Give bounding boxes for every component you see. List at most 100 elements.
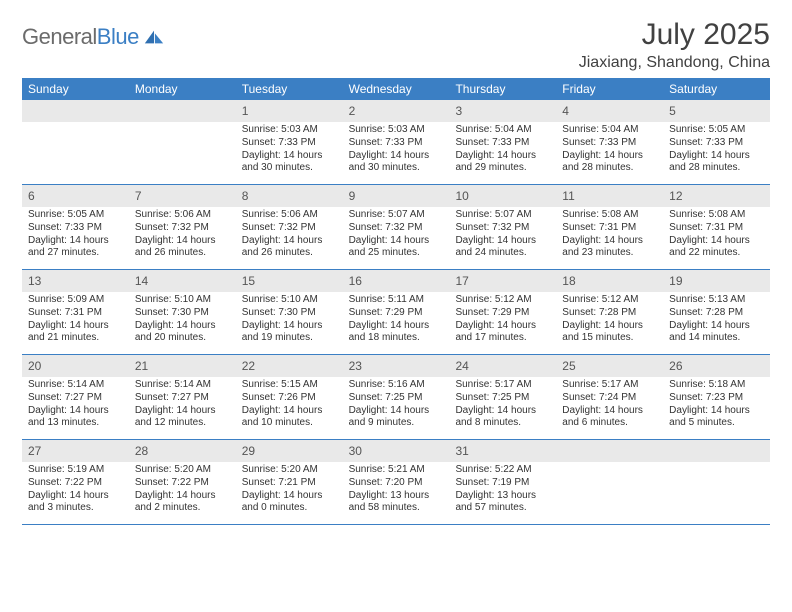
week-row: 27 Sunrise: 5:19 AMSunset: 7:22 PMDayligh… xyxy=(22,440,770,525)
day-details: Sunrise: 5:03 AMSunset: 7:33 PMDaylight:… xyxy=(236,122,343,179)
day-details: Sunrise: 5:05 AMSunset: 7:33 PMDaylight:… xyxy=(663,122,770,179)
day-number-row: 28 xyxy=(129,440,236,462)
day-number: 4 xyxy=(562,104,569,118)
day-number-row: 9 xyxy=(343,185,450,207)
sunset-line: Sunset: 7:31 PM xyxy=(669,222,764,235)
day-number-row: 5 xyxy=(663,100,770,122)
sunrise-line: Sunrise: 5:08 AM xyxy=(562,209,657,222)
sunrise-line: Sunrise: 5:04 AM xyxy=(562,124,657,137)
daylight-line: Daylight: 14 hours and 26 minutes. xyxy=(242,235,337,261)
day-number-row: 3 xyxy=(449,100,556,122)
day-number-row: 22 xyxy=(236,355,343,377)
sunrise-line: Sunrise: 5:12 AM xyxy=(455,294,550,307)
daylight-line: Daylight: 14 hours and 0 minutes. xyxy=(242,490,337,516)
weeks-container: 001Sunrise: 5:03 AMSunset: 7:33 PMDaylig… xyxy=(22,100,770,525)
daylight-line: Daylight: 14 hours and 23 minutes. xyxy=(562,235,657,261)
day-cell: 21Sunrise: 5:14 AMSunset: 7:27 PMDayligh… xyxy=(129,355,236,439)
day-number-row: 17 xyxy=(449,270,556,292)
day-cell: 31Sunrise: 5:22 AMSunset: 7:19 PMDayligh… xyxy=(449,440,556,524)
daylight-line: Daylight: 14 hours and 10 minutes. xyxy=(242,405,337,431)
sunset-line: Sunset: 7:33 PM xyxy=(562,137,657,150)
day-number: 28 xyxy=(135,444,148,458)
page-header: GeneralBlue July 2025 Jiaxiang, Shandong… xyxy=(22,18,770,72)
daylight-line: Daylight: 14 hours and 28 minutes. xyxy=(562,150,657,176)
day-cell: 26Sunrise: 5:18 AMSunset: 7:23 PMDayligh… xyxy=(663,355,770,439)
day-number-row: 13 xyxy=(22,270,129,292)
sunset-line: Sunset: 7:33 PM xyxy=(242,137,337,150)
sail-icon xyxy=(143,28,165,46)
day-number: 23 xyxy=(349,359,362,373)
day-details: Sunrise: 5:19 AMSunset: 7:22 PMDaylight:… xyxy=(22,462,129,519)
daylight-line: Daylight: 14 hours and 28 minutes. xyxy=(669,150,764,176)
day-cell: 0 xyxy=(129,100,236,184)
daylight-line: Daylight: 14 hours and 25 minutes. xyxy=(349,235,444,261)
sunrise-line: Sunrise: 5:14 AM xyxy=(28,379,123,392)
day-cell: 29Sunrise: 5:20 AMSunset: 7:21 PMDayligh… xyxy=(236,440,343,524)
sunset-line: Sunset: 7:33 PM xyxy=(28,222,123,235)
daylight-line: Daylight: 14 hours and 3 minutes. xyxy=(28,490,123,516)
day-number-row: 30 xyxy=(343,440,450,462)
day-details: Sunrise: 5:12 AMSunset: 7:28 PMDaylight:… xyxy=(556,292,663,349)
daylight-line: Daylight: 14 hours and 13 minutes. xyxy=(28,405,123,431)
day-number: 17 xyxy=(455,274,468,288)
day-cell: 8Sunrise: 5:06 AMSunset: 7:32 PMDaylight… xyxy=(236,185,343,269)
day-details: Sunrise: 5:20 AMSunset: 7:21 PMDaylight:… xyxy=(236,462,343,519)
weekday-header: Monday xyxy=(129,78,236,100)
daylight-line: Daylight: 14 hours and 26 minutes. xyxy=(135,235,230,261)
sunrise-line: Sunrise: 5:03 AM xyxy=(242,124,337,137)
day-number: 11 xyxy=(562,189,574,203)
day-number: 31 xyxy=(455,444,468,458)
day-number-row: 29 xyxy=(236,440,343,462)
week-row: 001Sunrise: 5:03 AMSunset: 7:33 PMDaylig… xyxy=(22,100,770,185)
day-cell: 24 Sunrise: 5:17 AMSunset: 7:25 PMDayligh… xyxy=(449,355,556,439)
sunrise-line: Sunrise: 5:21 AM xyxy=(349,464,444,477)
sunset-line: Sunset: 7:32 PM xyxy=(242,222,337,235)
day-number-row: 24 xyxy=(449,355,556,377)
daylight-line: Daylight: 13 hours and 58 minutes. xyxy=(349,490,444,516)
day-number: 22 xyxy=(242,359,255,373)
day-details: Sunrise: 5:08 AMSunset: 7:31 PMDaylight:… xyxy=(556,207,663,264)
day-details: Sunrise: 5:17 AMSunset: 7:25 PMDaylight:… xyxy=(449,377,556,434)
day-details: Sunrise: 5:06 AMSunset: 7:32 PMDaylight:… xyxy=(236,207,343,264)
sunset-line: Sunset: 7:29 PM xyxy=(349,307,444,320)
day-number: 20 xyxy=(28,359,41,373)
title-block: July 2025 Jiaxiang, Shandong, China xyxy=(579,18,770,72)
day-number: 2 xyxy=(349,104,356,118)
day-number: 24 xyxy=(455,359,468,373)
sunset-line: Sunset: 7:22 PM xyxy=(28,477,123,490)
daylight-line: Daylight: 14 hours and 5 minutes. xyxy=(669,405,764,431)
weekday-header: Saturday xyxy=(663,78,770,100)
calendar-grid: SundayMondayTuesdayWednesdayThursdayFrid… xyxy=(22,78,770,525)
sunset-line: Sunset: 7:20 PM xyxy=(349,477,444,490)
day-number: 13 xyxy=(28,274,41,288)
brand-part1: General xyxy=(22,24,97,49)
day-cell: 22Sunrise: 5:15 AMSunset: 7:26 PMDayligh… xyxy=(236,355,343,439)
day-cell: 25Sunrise: 5:17 AMSunset: 7:24 PMDayligh… xyxy=(556,355,663,439)
weekday-header: Friday xyxy=(556,78,663,100)
sunrise-line: Sunrise: 5:03 AM xyxy=(349,124,444,137)
day-number-row: 26 xyxy=(663,355,770,377)
sunset-line: Sunset: 7:33 PM xyxy=(349,137,444,150)
sunset-line: Sunset: 7:30 PM xyxy=(135,307,230,320)
week-row: 6Sunrise: 5:05 AMSunset: 7:33 PMDaylight… xyxy=(22,185,770,270)
day-details xyxy=(129,122,236,128)
sunset-line: Sunset: 7:31 PM xyxy=(28,307,123,320)
day-cell: 6Sunrise: 5:05 AMSunset: 7:33 PMDaylight… xyxy=(22,185,129,269)
day-details xyxy=(663,462,770,468)
day-number-row: 1 xyxy=(236,100,343,122)
sunrise-line: Sunrise: 5:10 AM xyxy=(242,294,337,307)
sunset-line: Sunset: 7:31 PM xyxy=(562,222,657,235)
day-number: 27 xyxy=(28,444,41,458)
day-number: 21 xyxy=(135,359,148,373)
sunset-line: Sunset: 7:32 PM xyxy=(135,222,230,235)
day-details: Sunrise: 5:10 AMSunset: 7:30 PMDaylight:… xyxy=(236,292,343,349)
day-number-row: 19 xyxy=(663,270,770,292)
daylight-line: Daylight: 14 hours and 18 minutes. xyxy=(349,320,444,346)
brand-name: GeneralBlue xyxy=(22,24,139,50)
sunset-line: Sunset: 7:19 PM xyxy=(455,477,550,490)
day-details xyxy=(556,462,663,468)
daylight-line: Daylight: 14 hours and 19 minutes. xyxy=(242,320,337,346)
day-cell: 4 Sunrise: 5:04 AMSunset: 7:33 PMDaylight… xyxy=(556,100,663,184)
sunset-line: Sunset: 7:25 PM xyxy=(455,392,550,405)
day-details: Sunrise: 5:16 AMSunset: 7:25 PMDaylight:… xyxy=(343,377,450,434)
